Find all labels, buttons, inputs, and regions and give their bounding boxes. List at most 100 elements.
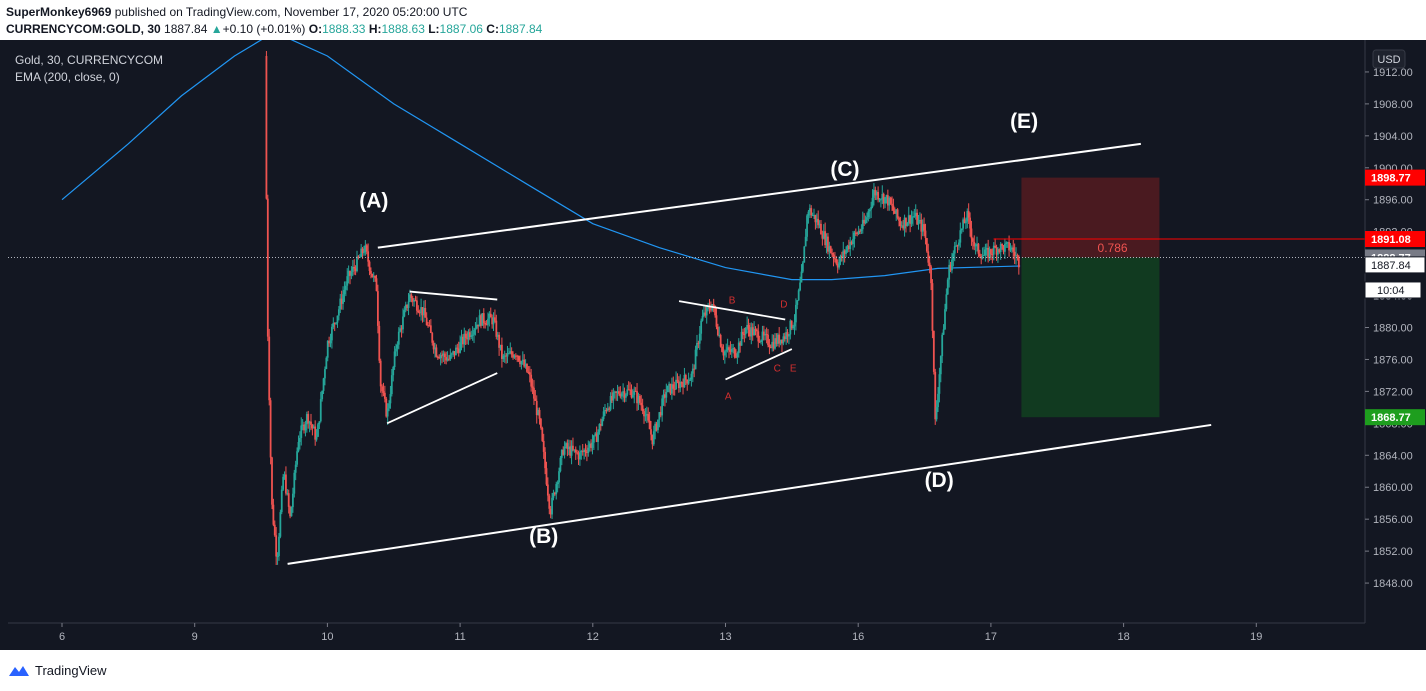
candle-body: [836, 263, 839, 268]
candle-body: [559, 457, 562, 472]
close-label: C:: [486, 22, 499, 36]
currency-button[interactable]: USD: [1372, 49, 1406, 69]
candle-body: [991, 253, 994, 255]
candle-body: [743, 334, 746, 336]
candle-body: [283, 474, 286, 477]
candle-body: [269, 400, 272, 458]
candle-body: [406, 304, 409, 308]
candle-body: [353, 266, 356, 269]
candle-body: [336, 315, 339, 323]
candle-body: [988, 249, 991, 259]
price-tag-label: 1887.84: [1371, 260, 1411, 272]
candle-body: [271, 457, 273, 505]
candle-body: [481, 313, 484, 326]
candle-body: [959, 230, 962, 243]
candle-body: [542, 440, 545, 452]
candle-body: [892, 205, 895, 211]
candle-body: [349, 271, 351, 276]
candle-body: [605, 410, 608, 412]
candle-body: [845, 249, 847, 254]
candle-body: [555, 484, 558, 495]
price-chart[interactable]: 0.786 (A) (B) (C) (D) (E) A B C D E 1848.00 1852.00…: [0, 40, 1426, 650]
candle-body: [722, 351, 725, 356]
candle-body: [298, 437, 301, 442]
wave-label: (C): [830, 158, 859, 181]
candle-body: [266, 198, 269, 337]
candle-body: [829, 246, 832, 254]
candle-body: [303, 424, 305, 431]
candle-body: [421, 307, 424, 316]
candle-body: [449, 354, 452, 360]
candle-body: [379, 360, 382, 387]
candle-body: [689, 379, 691, 381]
candle-body: [363, 252, 365, 254]
candle-body: [665, 392, 668, 398]
candle-body: [822, 231, 825, 239]
candle-body: [687, 380, 690, 384]
tradingview-logo[interactable]: TradingView: [8, 663, 107, 678]
candle-body: [470, 335, 473, 337]
candle-body: [870, 206, 873, 210]
candle-body: [821, 234, 824, 239]
candle-body: [971, 238, 974, 242]
candle-body: [361, 248, 364, 254]
candle-body: [301, 424, 304, 426]
currency-label[interactable]: USD: [1377, 54, 1400, 66]
candle-body: [293, 472, 296, 494]
candle-body: [875, 192, 878, 196]
price-tick-label: 1912.00: [1373, 67, 1413, 79]
candle-body: [967, 211, 970, 218]
time-tick-label: 11: [454, 631, 465, 643]
candle-body: [956, 245, 959, 247]
candle-body: [792, 326, 795, 329]
candle-body: [407, 301, 410, 308]
candle-body: [849, 241, 852, 250]
candle-body: [782, 336, 785, 344]
candle-body: [474, 328, 477, 330]
candle-body: [428, 325, 431, 327]
candle-body: [799, 282, 801, 291]
candle-body: [601, 419, 604, 426]
candle-body: [315, 436, 318, 440]
tradingview-icon: [9, 665, 29, 676]
candle-body: [317, 424, 319, 437]
time-tick-label: 19: [1250, 631, 1262, 643]
candle-body: [643, 411, 645, 417]
author-name[interactable]: SuperMonkey6969: [6, 5, 112, 19]
candle-body: [807, 211, 810, 216]
candle-body: [432, 342, 435, 350]
candle-body: [524, 363, 527, 367]
candle-body: [280, 489, 283, 513]
wave-label: (E): [1010, 110, 1038, 133]
candle-body: [960, 228, 963, 231]
lower-trendline: [287, 423, 1212, 565]
candle-body: [276, 556, 279, 558]
candle-body: [364, 245, 367, 253]
candle-body: [952, 253, 955, 260]
candle-body: [987, 247, 990, 259]
candle-body: [853, 232, 856, 239]
candle-body: [439, 355, 442, 359]
candle-body: [450, 353, 453, 355]
candle-body: [546, 484, 549, 496]
drawings-layer[interactable]: 0.786 (A) (B) (C) (D) (E) A B C D E: [8, 110, 1365, 565]
candle-body: [839, 255, 842, 263]
candle-body: [644, 415, 647, 417]
candle-body: [627, 389, 630, 391]
candle-body: [1015, 255, 1017, 257]
candle-body: [785, 332, 788, 340]
candle-body: [468, 332, 471, 337]
price-tag: [1364, 256, 1426, 274]
low-label: L:: [428, 22, 440, 36]
candle-body: [520, 361, 523, 365]
chart-area[interactable]: 0.786 (A) (B) (C) (D) (E) A B C D E 1848.00 1852.00…: [0, 40, 1426, 650]
candle-body: [873, 189, 875, 198]
candle-body: [857, 230, 860, 234]
candle-body: [866, 217, 868, 220]
candle-body: [771, 341, 774, 348]
position-zones[interactable]: [1021, 177, 1160, 418]
candle-body: [794, 304, 797, 323]
candle-body: [740, 331, 743, 346]
candle-body: [992, 245, 995, 255]
candle-body: [599, 424, 602, 426]
